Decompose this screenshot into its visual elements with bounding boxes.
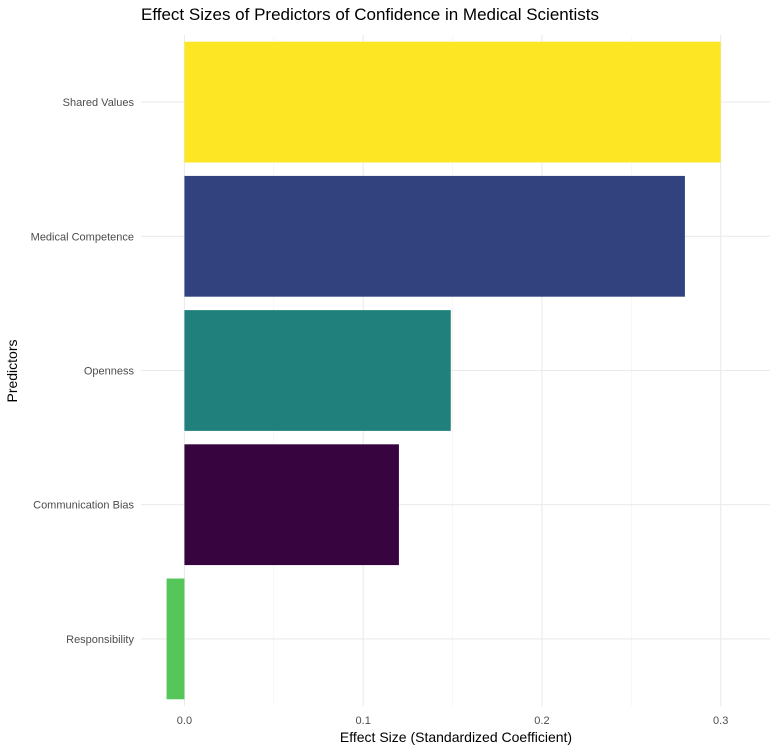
x-tick-label: 0.0 — [177, 715, 192, 727]
bar — [184, 41, 721, 163]
bar — [184, 444, 399, 566]
y-tick-labels: Shared Values Medical Competence Openness C… — [31, 97, 135, 646]
bar — [184, 175, 685, 297]
x-tick-label: 0.3 — [713, 715, 728, 727]
y-tick-label: Responsibility — [66, 634, 134, 646]
x-axis-title: Effect Size (Standardized Coefficient) — [340, 729, 572, 745]
y-axis-title: Predictors — [4, 339, 20, 402]
y-tick-label: Medical Competence — [31, 231, 134, 243]
x-tick-label: 0.1 — [356, 715, 371, 727]
bar — [184, 310, 451, 431]
x-tick-labels: 0.0 0.1 0.2 0.3 — [177, 715, 729, 727]
y-tick-label: Shared Values — [63, 97, 135, 109]
x-tick-label: 0.2 — [534, 715, 549, 727]
y-tick-label: Communication Bias — [33, 500, 134, 512]
bar — [166, 578, 185, 700]
chart-title: Effect Sizes of Predictors of Confidence… — [141, 5, 599, 24]
bars — [166, 41, 721, 700]
y-tick-label: Openness — [84, 366, 135, 378]
